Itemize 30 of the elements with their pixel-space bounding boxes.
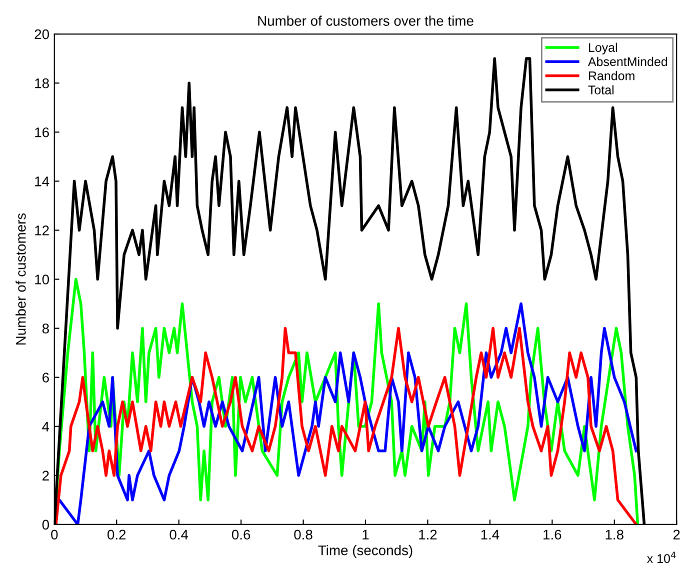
legend-label: Random bbox=[588, 71, 634, 80]
text: x 10$^{4}$ bbox=[646, 552, 676, 563]
x-axis-title: Time (seconds) bbox=[318, 545, 412, 558]
y-tick-label: 14 bbox=[35, 176, 50, 186]
legend-label: Loyal bbox=[588, 42, 617, 54]
x-tick-label: 0.2 bbox=[108, 530, 126, 540]
y-tick-label: 8 bbox=[42, 324, 49, 334]
y-tick-label: 0 bbox=[42, 520, 49, 530]
y-tick-label: 4 bbox=[42, 422, 50, 432]
y-tick-label: 12 bbox=[35, 226, 49, 236]
y-axis-title: Number of customers bbox=[16, 213, 26, 344]
y-tick-label: 20 bbox=[34, 29, 49, 40]
y-tick-label: 10 bbox=[35, 274, 49, 284]
y-tick-label: 2 bbox=[42, 470, 49, 480]
chart-title: Number of customers over the time bbox=[258, 16, 474, 26]
y-tick-label: 16 bbox=[35, 127, 49, 138]
y-tick-label: 6 bbox=[42, 372, 49, 383]
x-tick-label: 2 bbox=[673, 530, 680, 540]
x-tick-label: 0.6 bbox=[232, 530, 250, 540]
legend-label: Total bbox=[588, 85, 614, 94]
legend-label: AbsentMinded bbox=[588, 56, 668, 66]
x-tick-label: 0.4 bbox=[170, 530, 188, 540]
x-tick-label: 1 bbox=[362, 530, 369, 540]
y-tick-label: 18 bbox=[35, 78, 49, 88]
x-tick-label: 1.4 bbox=[481, 530, 500, 540]
x-tick-label: 1.6 bbox=[544, 530, 562, 540]
x-tick-label: 1.8 bbox=[606, 530, 624, 540]
x-tick-label: 1.2 bbox=[419, 530, 437, 540]
x-tick-label: 0.8 bbox=[294, 530, 312, 540]
x-tick-label: 0 bbox=[51, 530, 58, 540]
